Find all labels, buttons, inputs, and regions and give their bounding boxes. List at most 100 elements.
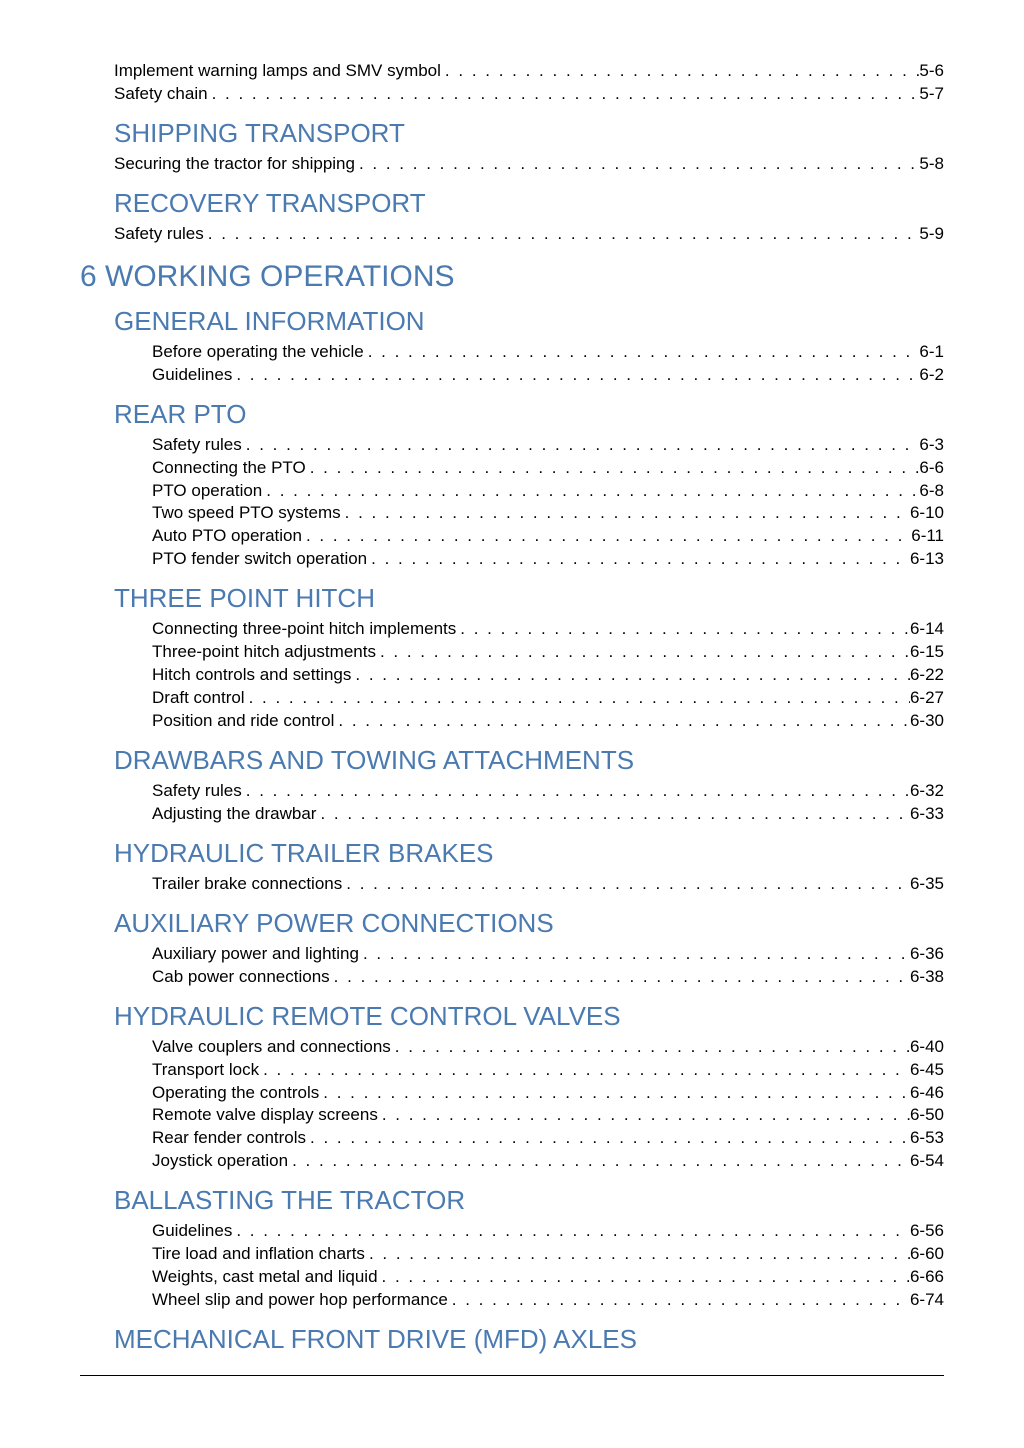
toc-dot-leader: . . . . . . . . . . . . . . . . . . . . … (306, 1127, 910, 1150)
toc-entry-page: 6-53 (910, 1127, 944, 1150)
toc-entry-page: 6-6 (919, 457, 944, 480)
toc-dot-leader: . . . . . . . . . . . . . . . . . . . . … (232, 364, 919, 387)
section-heading: THREE POINT HITCH (114, 583, 944, 614)
toc-entry-page: 5-9 (919, 223, 944, 246)
toc-entry: Wheel slip and power hop performance. . … (152, 1289, 944, 1312)
toc-dot-leader: . . . . . . . . . . . . . . . . . . . . … (262, 480, 919, 503)
toc-entry-page: 6-10 (910, 502, 944, 525)
toc-dot-leader: . . . . . . . . . . . . . . . . . . . . … (359, 943, 910, 966)
toc-dot-leader: . . . . . . . . . . . . . . . . . . . . … (306, 457, 920, 480)
toc-entry-page: 6-27 (910, 687, 944, 710)
toc-entry-label: Weights, cast metal and liquid (152, 1266, 378, 1289)
toc-entry-label: Implement warning lamps and SMV symbol (114, 60, 441, 83)
toc-entry-label: PTO fender switch operation (152, 548, 367, 571)
toc-entry-page: 6-32 (910, 780, 944, 803)
toc-entry: Rear fender controls. . . . . . . . . . … (152, 1127, 944, 1150)
toc-entry: Position and ride control. . . . . . . .… (152, 710, 944, 733)
toc-entry-label: Draft control (152, 687, 245, 710)
toc-entry-page: 5-7 (919, 83, 944, 106)
toc-entry-page: 6-74 (910, 1289, 944, 1312)
toc-entry-label: Tire load and inflation charts (152, 1243, 365, 1266)
toc-dot-leader: . . . . . . . . . . . . . . . . . . . . … (316, 803, 910, 826)
toc-dot-leader: . . . . . . . . . . . . . . . . . . . . … (302, 525, 911, 548)
toc-entry-label: Safety rules (152, 434, 242, 457)
toc-entry-label: Cab power connections (152, 966, 330, 989)
toc-entry-label: Adjusting the drawbar (152, 803, 316, 826)
toc-dot-leader: . . . . . . . . . . . . . . . . . . . . … (448, 1289, 910, 1312)
toc-entry-page: 6-60 (910, 1243, 944, 1266)
toc-entry-label: Transport lock (152, 1059, 259, 1082)
toc-dot-leader: . . . . . . . . . . . . . . . . . . . . … (242, 434, 920, 457)
toc-dot-leader: . . . . . . . . . . . . . . . . . . . . … (351, 664, 910, 687)
toc-dot-leader: . . . . . . . . . . . . . . . . . . . . … (319, 1082, 910, 1105)
toc-dot-leader: . . . . . . . . . . . . . . . . . . . . … (330, 966, 910, 989)
toc-entry-label: Auxiliary power and lighting (152, 943, 359, 966)
toc-entry: Three-point hitch adjustments. . . . . .… (152, 641, 944, 664)
toc-entry: Joystick operation. . . . . . . . . . . … (152, 1150, 944, 1173)
toc-entry: Hitch controls and settings. . . . . . .… (152, 664, 944, 687)
toc-entry: Connecting three-point hitch implements.… (152, 618, 944, 641)
toc-dot-leader: . . . . . . . . . . . . . . . . . . . . … (364, 341, 920, 364)
chapter-heading: 6 WORKING OPERATIONS (80, 260, 944, 294)
footer-rule (80, 1375, 944, 1376)
toc-dot-leader: . . . . . . . . . . . . . . . . . . . . … (232, 1220, 910, 1243)
section-heading: AUXILIARY POWER CONNECTIONS (114, 908, 944, 939)
toc-entry-page: 6-13 (910, 548, 944, 571)
toc-entry-page: 6-36 (910, 943, 944, 966)
toc-entry: Connecting the PTO. . . . . . . . . . . … (152, 457, 944, 480)
toc-entry-label: Guidelines (152, 1220, 232, 1243)
toc-entry-label: Three-point hitch adjustments (152, 641, 376, 664)
section-heading: SHIPPING TRANSPORT (114, 118, 944, 149)
toc-entry: Auto PTO operation. . . . . . . . . . . … (152, 525, 944, 548)
toc-dot-leader: . . . . . . . . . . . . . . . . . . . . … (288, 1150, 910, 1173)
toc-dot-leader: . . . . . . . . . . . . . . . . . . . . … (456, 618, 910, 641)
toc-entry-page: 6-11 (911, 525, 944, 548)
toc-dot-leader: . . . . . . . . . . . . . . . . . . . . … (367, 548, 910, 571)
toc-entry-page: 6-3 (919, 434, 944, 457)
toc-entry: Operating the controls. . . . . . . . . … (152, 1082, 944, 1105)
toc-dot-leader: . . . . . . . . . . . . . . . . . . . . … (208, 83, 920, 106)
toc-entry-page: 6-50 (910, 1104, 944, 1127)
toc-entry-label: Valve couplers and connections (152, 1036, 391, 1059)
toc-dot-leader: . . . . . . . . . . . . . . . . . . . . … (391, 1036, 910, 1059)
toc-dot-leader: . . . . . . . . . . . . . . . . . . . . … (365, 1243, 910, 1266)
toc-entry: Draft control. . . . . . . . . . . . . .… (152, 687, 944, 710)
toc-dot-leader: . . . . . . . . . . . . . . . . . . . . … (259, 1059, 910, 1082)
section-heading: REAR PTO (114, 399, 944, 430)
toc-entry-label: Auto PTO operation (152, 525, 302, 548)
toc-entry: Trailer brake connections. . . . . . . .… (152, 873, 944, 896)
toc-entry-label: Safety rules (114, 223, 204, 246)
toc-entry-label: Two speed PTO systems (152, 502, 341, 525)
toc-dot-leader: . . . . . . . . . . . . . . . . . . . . … (334, 710, 910, 733)
toc-entry-page: 6-38 (910, 966, 944, 989)
toc-entry-label: Rear fender controls (152, 1127, 306, 1150)
toc-entry-page: 6-35 (910, 873, 944, 896)
section-heading: MECHANICAL FRONT DRIVE (MFD) AXLES (114, 1324, 944, 1355)
toc-entry-label: Operating the controls (152, 1082, 319, 1105)
toc-entry: Before operating the vehicle. . . . . . … (152, 341, 944, 364)
toc-dot-leader: . . . . . . . . . . . . . . . . . . . . … (341, 502, 910, 525)
toc-entry: Adjusting the drawbar. . . . . . . . . .… (152, 803, 944, 826)
section-heading: RECOVERY TRANSPORT (114, 188, 944, 219)
toc-entry-page: 5-8 (919, 153, 944, 176)
toc-entry: Auxiliary power and lighting. . . . . . … (152, 943, 944, 966)
page: Implement warning lamps and SMV symbol. … (0, 0, 1024, 1424)
toc-entry-page: 6-22 (910, 664, 944, 687)
toc-dot-leader: . . . . . . . . . . . . . . . . . . . . … (378, 1266, 910, 1289)
toc-entry: Safety rules. . . . . . . . . . . . . . … (152, 434, 944, 457)
section-heading: HYDRAULIC REMOTE CONTROL VALVES (114, 1001, 944, 1032)
toc-entry: Cab power connections. . . . . . . . . .… (152, 966, 944, 989)
toc-entry: Safety rules. . . . . . . . . . . . . . … (114, 223, 944, 246)
toc-entry-page: 6-30 (910, 710, 944, 733)
toc-entry-page: 6-2 (919, 364, 944, 387)
toc-entry-page: 6-33 (910, 803, 944, 826)
toc-entry: Weights, cast metal and liquid. . . . . … (152, 1266, 944, 1289)
toc-entry: Transport lock. . . . . . . . . . . . . … (152, 1059, 944, 1082)
toc-entry-label: Connecting three-point hitch implements (152, 618, 456, 641)
toc-entry-label: Safety chain (114, 83, 208, 106)
toc-dot-leader: . . . . . . . . . . . . . . . . . . . . … (245, 687, 910, 710)
toc-entry: Two speed PTO systems. . . . . . . . . .… (152, 502, 944, 525)
toc-entry-page: 6-56 (910, 1220, 944, 1243)
section-heading: BALLASTING THE TRACTOR (114, 1185, 944, 1216)
section-heading: GENERAL INFORMATION (114, 306, 944, 337)
